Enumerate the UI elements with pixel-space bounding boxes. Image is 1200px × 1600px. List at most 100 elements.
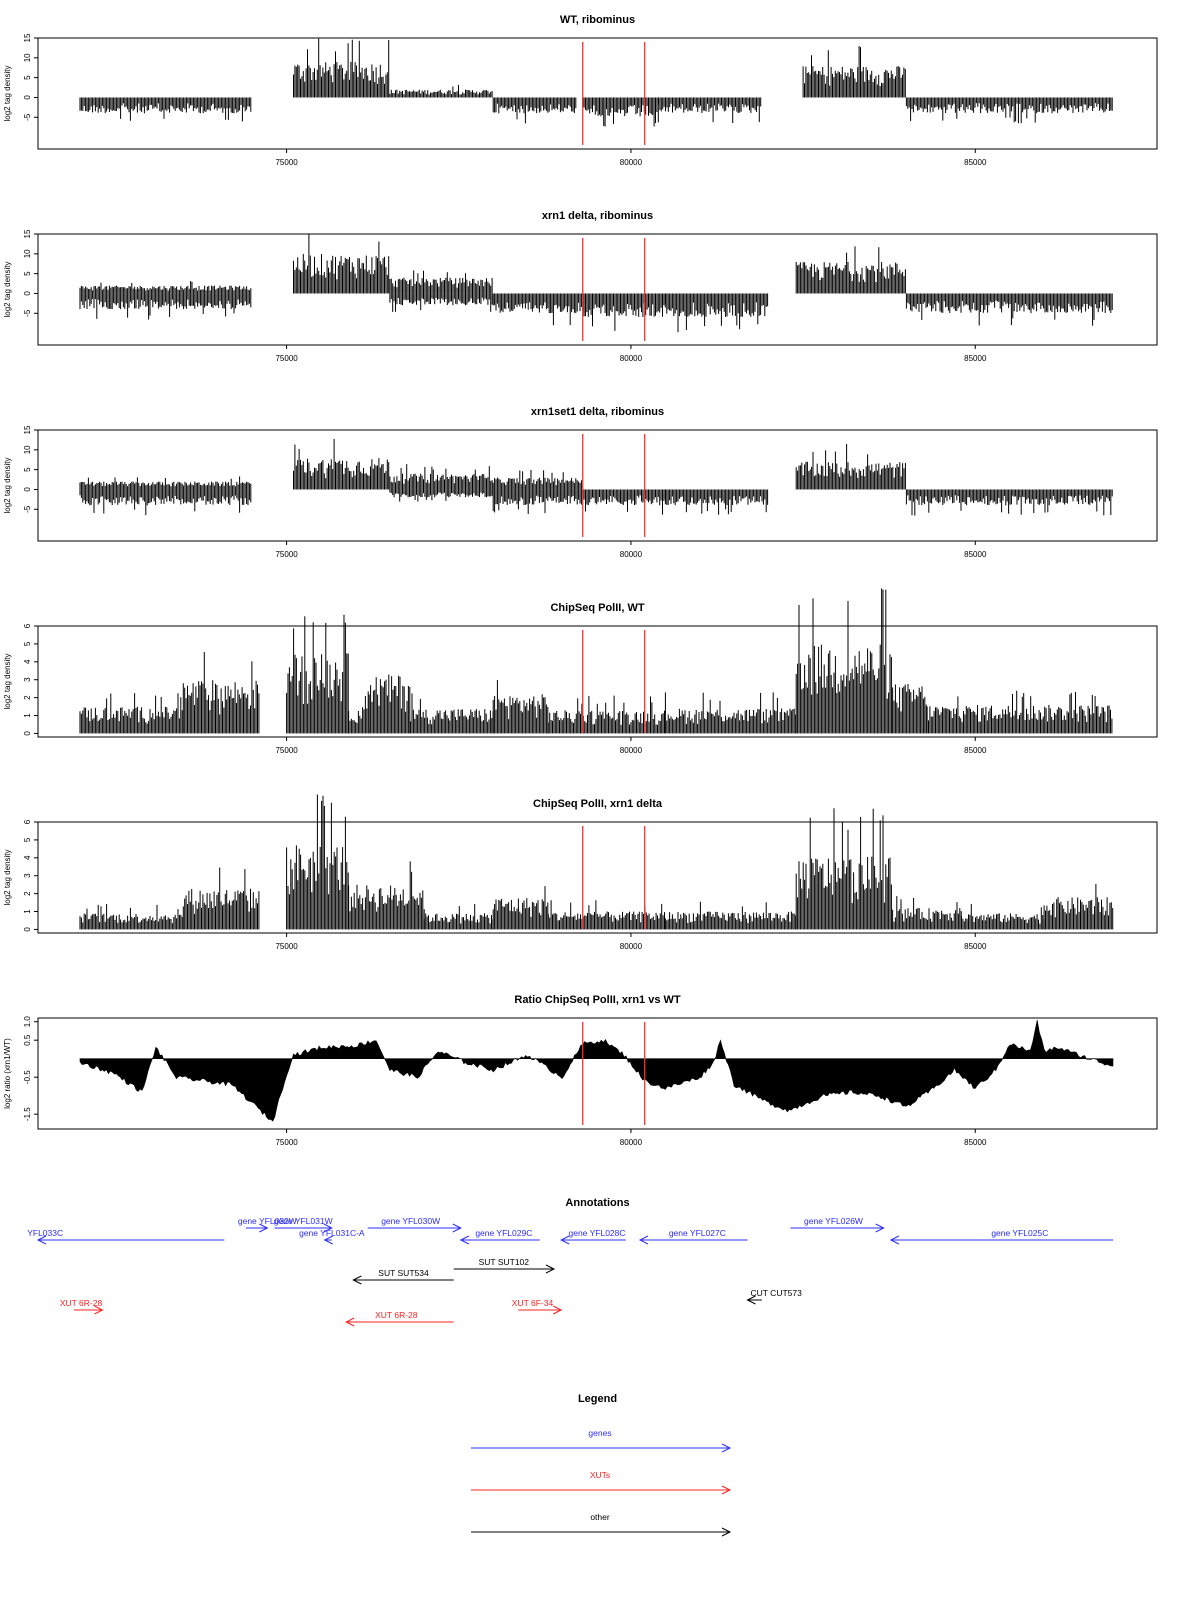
y-tick-label: -5 [23,309,32,317]
arrowhead-icon [889,1235,900,1245]
data-bars [79,38,1113,127]
annotation-feature: XUT 6F-34 [512,1298,563,1315]
arrowhead-icon [721,1485,732,1495]
annotation-label: XUT 6R-28 [60,1298,103,1308]
annotation-label: CUT CUT573 [751,1288,803,1298]
annotation-label: gene YFL025C [991,1228,1048,1238]
x-tick-label: 75000 [275,942,298,951]
arrowhead-icon [259,1223,269,1233]
arrowhead-icon [746,1295,756,1305]
y-tick-label: 3 [23,677,32,682]
x-tick-label: 75000 [275,1138,298,1147]
x-tick-label: 80000 [620,1138,643,1147]
annotation-label: YFL033C [27,1228,63,1238]
arrowhead-icon [552,1305,563,1315]
x-tick-label: 85000 [964,158,987,167]
y-tick-label: -1.5 [23,1107,32,1121]
chart-title: ChipSeq PolII, xrn1 delta [533,798,663,810]
y-tick-label: 0 [23,95,32,100]
chart-panel-5: ChipSeq PolII, xrn1 delta log2 tag densit… [3,794,1158,951]
annotation-feature: gene YFL025C [889,1228,1113,1245]
x-tick-label: 85000 [964,354,987,363]
arrowhead-icon [875,1223,885,1233]
y-tick-label: 15 [23,229,32,238]
y-tick-label: 0 [23,731,32,736]
x-tick-label: 85000 [964,1138,987,1147]
y-tick-label: 3 [23,873,32,878]
annotation-feature: gene YFL030W [367,1216,462,1233]
arrowhead-icon [560,1235,570,1245]
data-bars [79,794,1114,930]
data-bars [79,439,1113,516]
annotation-feature: gene YFL028C [560,1228,626,1245]
y-tick-label: 15 [23,425,32,434]
y-tick-label: 2 [23,695,32,700]
annotation-label: gene YFL030W [381,1216,440,1226]
data-bars [79,1020,1114,1122]
x-tick-label: 80000 [620,550,643,559]
y-tick-label: 6 [23,623,32,628]
plot-frame [37,233,1158,346]
chart-title: ChipSeq PolII, WT [550,602,644,614]
y-tick-label: 10 [23,249,32,258]
annotation-feature: SUT SUT102 [453,1257,556,1274]
annotation-label: gene YFL031C-A [299,1228,365,1238]
annotation-label: gene YFL032W [238,1216,297,1226]
y-tick-label: 0.5 [23,1034,32,1046]
data-bars [79,233,1113,333]
y-tick-label: 4 [23,659,32,664]
arrowhead-icon [459,1235,470,1245]
plot-frame [37,625,1158,738]
chart-panel-2: xrn1 delta, ribominus log2 tag density 15 1… [3,210,1158,363]
annotation-label: gene YFL031W [274,1216,333,1226]
y-axis-label: log2 tag density [3,261,12,317]
annotation-feature: SUT SUT534 [352,1268,454,1285]
arrowhead-icon [638,1235,649,1245]
annotation-label: gene YFL027C [669,1228,726,1238]
annotation-feature: CUT CUT573 [746,1288,803,1305]
chart-title: xrn1 delta, ribominus [542,210,653,222]
chart-panel-3: xrn1set1 delta, ribominus log2 tag densit… [3,406,1158,559]
legend-title: Legend [578,1393,617,1405]
y-tick-label: 4 [23,855,32,860]
y-tick-label: 1 [23,713,32,718]
y-axis-label: log2 ratio (xrn1/WT) [3,1038,12,1109]
x-tick-label: 75000 [275,158,298,167]
y-tick-label: 5 [23,75,32,80]
x-tick-label: 75000 [275,746,298,755]
y-tick-label: 6 [23,819,32,824]
annotations-title: Annotations [565,1197,629,1209]
y-tick-label: 0 [23,927,32,932]
legend-item-label: other [590,1512,610,1522]
y-tick-label: -5 [23,113,32,121]
y-tick-label: 5 [23,467,32,472]
y-tick-label: 0 [23,291,32,296]
y-tick-label: 10 [23,445,32,454]
y-tick-label: 2 [23,891,32,896]
plot-frame [37,429,1158,542]
x-tick-label: 80000 [620,746,643,755]
x-tick-label: 85000 [964,550,987,559]
chart-panel-1: WT, ribominus log2 tag density 15 10 5 0 -5 750… [3,14,1158,167]
annotation-feature: gene YFL031W [274,1216,333,1233]
x-tick-label: 75000 [275,354,298,363]
x-tick-label: 80000 [620,158,643,167]
annotation-label: gene YFL029C [475,1228,532,1238]
annotation-feature: YFL033C [27,1228,225,1245]
chart-title: xrn1set1 delta, ribominus [531,406,664,418]
annotation-feature: gene YFL029C [459,1228,540,1245]
y-tick-label: 1.0 [23,1016,32,1028]
annotation-label: SUT SUT534 [378,1268,429,1278]
arrowhead-icon [36,1235,47,1245]
y-tick-label: 10 [23,53,32,62]
arrowhead-icon [352,1275,362,1285]
y-tick-label: 5 [23,271,32,276]
chart-title: Ratio ChipSeq PolII, xrn1 vs WT [514,994,681,1006]
y-tick-label: -0.5 [23,1070,32,1084]
plot-frame [37,821,1158,934]
annotation-label: SUT SUT102 [479,1257,530,1267]
arrowhead-icon [323,1235,333,1245]
annotation-label: XUT 6F-34 [512,1298,554,1308]
